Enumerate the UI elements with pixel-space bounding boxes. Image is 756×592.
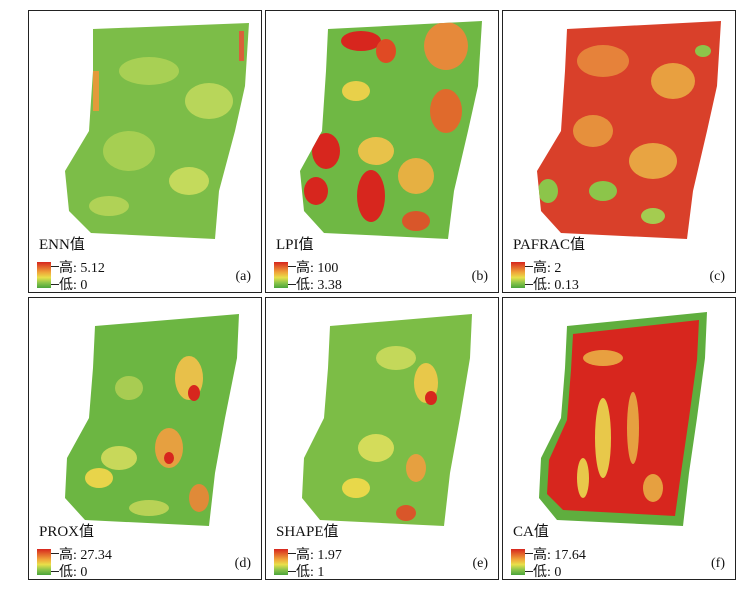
legend-low-label: 低: 1 bbox=[296, 565, 325, 580]
map-pafrac bbox=[537, 21, 721, 239]
legend-high-label: 高: 17.64 bbox=[533, 548, 586, 563]
map-lpi bbox=[300, 21, 482, 239]
legend-color-ramp bbox=[37, 549, 51, 575]
map-shape bbox=[302, 314, 472, 526]
legend: 高: 17.64 低: 0 bbox=[511, 546, 631, 580]
legend-color-ramp bbox=[511, 549, 525, 575]
legend-tick-high bbox=[288, 266, 296, 267]
panel-letter: (d) bbox=[234, 556, 251, 571]
map-panel-d: PROX值 高: 27.34 低: 0 (d) bbox=[28, 297, 262, 580]
legend-color-ramp bbox=[511, 262, 525, 288]
panel-title: PROX值 bbox=[39, 524, 95, 540]
panel-title: PAFRAC值 bbox=[513, 237, 585, 253]
legend-high-label: 高: 100 bbox=[296, 261, 339, 276]
legend-tick-high bbox=[525, 553, 533, 554]
legend-low-label: 低: 0 bbox=[533, 565, 562, 580]
legend-tick-high bbox=[51, 266, 59, 267]
map-enn bbox=[65, 23, 249, 239]
legend: 高: 27.34 低: 0 bbox=[37, 546, 157, 580]
legend: 高: 100 低: 3.38 bbox=[274, 259, 394, 293]
map-panel-c: PAFRAC值 高: 2 低: 0.13 (c) bbox=[502, 10, 736, 293]
map-panel-a: ENN值 高: 5.12 低: 0 (a) bbox=[28, 10, 262, 293]
legend-color-ramp bbox=[37, 262, 51, 288]
panel-letter: (b) bbox=[471, 269, 488, 284]
legend-low-label: 低: 0 bbox=[59, 565, 88, 580]
panel-letter: (c) bbox=[709, 269, 725, 284]
legend-low-label: 低: 3.38 bbox=[296, 278, 342, 293]
map-panel-f: CA值 高: 17.64 低: 0 (f) bbox=[502, 297, 736, 580]
legend-color-ramp bbox=[274, 262, 288, 288]
map-ca bbox=[539, 312, 707, 526]
map-prox bbox=[65, 314, 239, 526]
legend-high-label: 高: 27.34 bbox=[59, 548, 112, 563]
legend: 高: 1.97 低: 1 bbox=[274, 546, 394, 580]
panel-title: CA值 bbox=[513, 524, 549, 540]
map-panel-e: SHAPE值 高: 1.97 低: 1 (e) bbox=[265, 297, 499, 580]
legend-low-label: 低: 0.13 bbox=[533, 278, 579, 293]
legend-tick-high bbox=[51, 553, 59, 554]
map-panel-b: LPI值 高: 100 低: 3.38 (b) bbox=[265, 10, 499, 293]
legend-tick-low bbox=[288, 571, 296, 572]
legend-tick-low bbox=[288, 284, 296, 285]
panel-title: LPI值 bbox=[276, 237, 314, 253]
panel-title: SHAPE值 bbox=[276, 524, 339, 540]
legend-tick-low bbox=[525, 284, 533, 285]
legend-tick-low bbox=[51, 284, 59, 285]
legend-high-label: 高: 5.12 bbox=[59, 261, 105, 276]
panel-letter: (f) bbox=[711, 556, 725, 571]
legend-high-label: 高: 2 bbox=[533, 261, 562, 276]
panel-letter: (e) bbox=[472, 556, 488, 571]
panel-title: ENN值 bbox=[39, 237, 85, 253]
legend-tick-low bbox=[51, 571, 59, 572]
legend-tick-high bbox=[525, 266, 533, 267]
legend: 高: 2 低: 0.13 bbox=[511, 259, 631, 293]
panel-letter: (a) bbox=[235, 269, 251, 284]
legend-low-label: 低: 0 bbox=[59, 278, 88, 293]
legend-high-label: 高: 1.97 bbox=[296, 548, 342, 563]
legend-tick-low bbox=[525, 571, 533, 572]
legend-color-ramp bbox=[274, 549, 288, 575]
legend: 高: 5.12 低: 0 bbox=[37, 259, 157, 293]
legend-tick-high bbox=[288, 553, 296, 554]
